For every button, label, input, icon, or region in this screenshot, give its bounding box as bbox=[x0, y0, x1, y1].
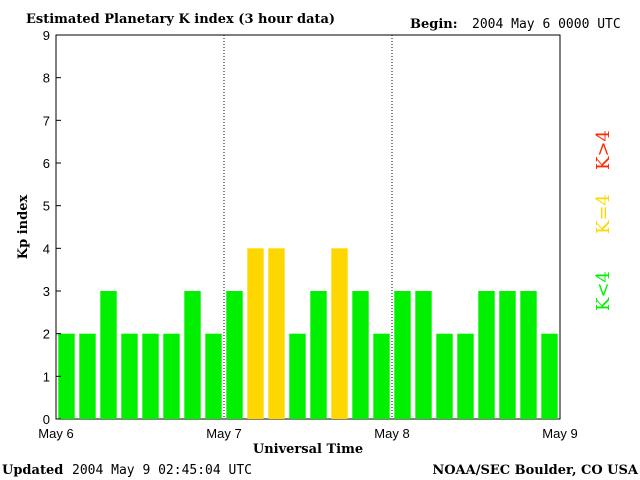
x-axis-ticks: May 6 May 7 May 8 May 9 bbox=[38, 426, 577, 441]
legend-k-greater-4: K>4 bbox=[593, 130, 614, 170]
updated-label: Updated bbox=[2, 463, 63, 478]
y-axis-ticks: 0 1 2 3 4 5 6 7 8 9 bbox=[43, 28, 61, 427]
kp-bar bbox=[394, 291, 411, 419]
begin-label: Begin: bbox=[410, 17, 458, 32]
kp-bar bbox=[226, 291, 243, 419]
kp-bar bbox=[163, 333, 180, 419]
kp-bar bbox=[520, 291, 537, 419]
kp-bar bbox=[541, 333, 558, 419]
plot-frame bbox=[55, 34, 561, 420]
x-tick-label: May 9 bbox=[542, 426, 577, 441]
kp-bar bbox=[415, 291, 432, 419]
credit-text: NOAA/SEC Boulder, CO USA bbox=[432, 463, 639, 478]
y-tick-label: 2 bbox=[43, 327, 50, 342]
kp-bar bbox=[79, 333, 96, 419]
x-tick-label: May 8 bbox=[374, 426, 409, 441]
legend-k-equal-4: K=4 bbox=[593, 194, 614, 234]
y-tick-label: 6 bbox=[43, 156, 50, 171]
kp-bar bbox=[457, 333, 474, 419]
kp-bar bbox=[499, 291, 516, 419]
kp-bar bbox=[373, 333, 390, 419]
bars-group bbox=[58, 248, 558, 419]
kp-bar bbox=[352, 291, 369, 419]
kp-bar bbox=[478, 291, 495, 419]
plot-area: 0 1 2 3 4 5 6 7 8 9 May 6 May 7 May 8 May 9 bbox=[38, 28, 577, 441]
y-axis-label: Kp index bbox=[16, 195, 31, 260]
day-separators bbox=[223, 35, 393, 419]
y-tick-label: 3 bbox=[43, 284, 50, 299]
x-axis-label: Universal Time bbox=[253, 442, 363, 457]
kp-bar bbox=[289, 333, 306, 419]
kp-bar bbox=[247, 248, 264, 419]
legend-k-less-4: K<4 bbox=[593, 271, 614, 311]
y-tick-label: 8 bbox=[43, 71, 50, 86]
kp-bar bbox=[205, 333, 222, 419]
y-tick-label: 1 bbox=[43, 369, 50, 384]
kp-bar bbox=[184, 291, 201, 419]
y-tick-label: 9 bbox=[43, 28, 50, 43]
chart-title: Estimated Planetary K index (3 hour data… bbox=[26, 12, 335, 27]
y-tick-label: 7 bbox=[43, 113, 50, 128]
begin-value: 2004 May 6 0000 UTC bbox=[472, 17, 621, 32]
y-tick-label: 0 bbox=[43, 412, 50, 427]
updated-value: 2004 May 9 02:45:04 UTC bbox=[72, 463, 252, 478]
x-tick-label: May 6 bbox=[38, 426, 73, 441]
kp-bar bbox=[331, 248, 348, 419]
kp-bar bbox=[58, 333, 75, 419]
y-tick-label: 5 bbox=[43, 199, 50, 214]
kp-bar bbox=[310, 291, 327, 419]
kp-bar bbox=[121, 333, 138, 419]
y-tick-label: 4 bbox=[43, 241, 50, 256]
kp-bar bbox=[100, 291, 117, 419]
kp-bar bbox=[142, 333, 159, 419]
x-tick-label: May 7 bbox=[206, 426, 241, 441]
kp-bar bbox=[436, 333, 453, 419]
kp-bar bbox=[268, 248, 285, 419]
